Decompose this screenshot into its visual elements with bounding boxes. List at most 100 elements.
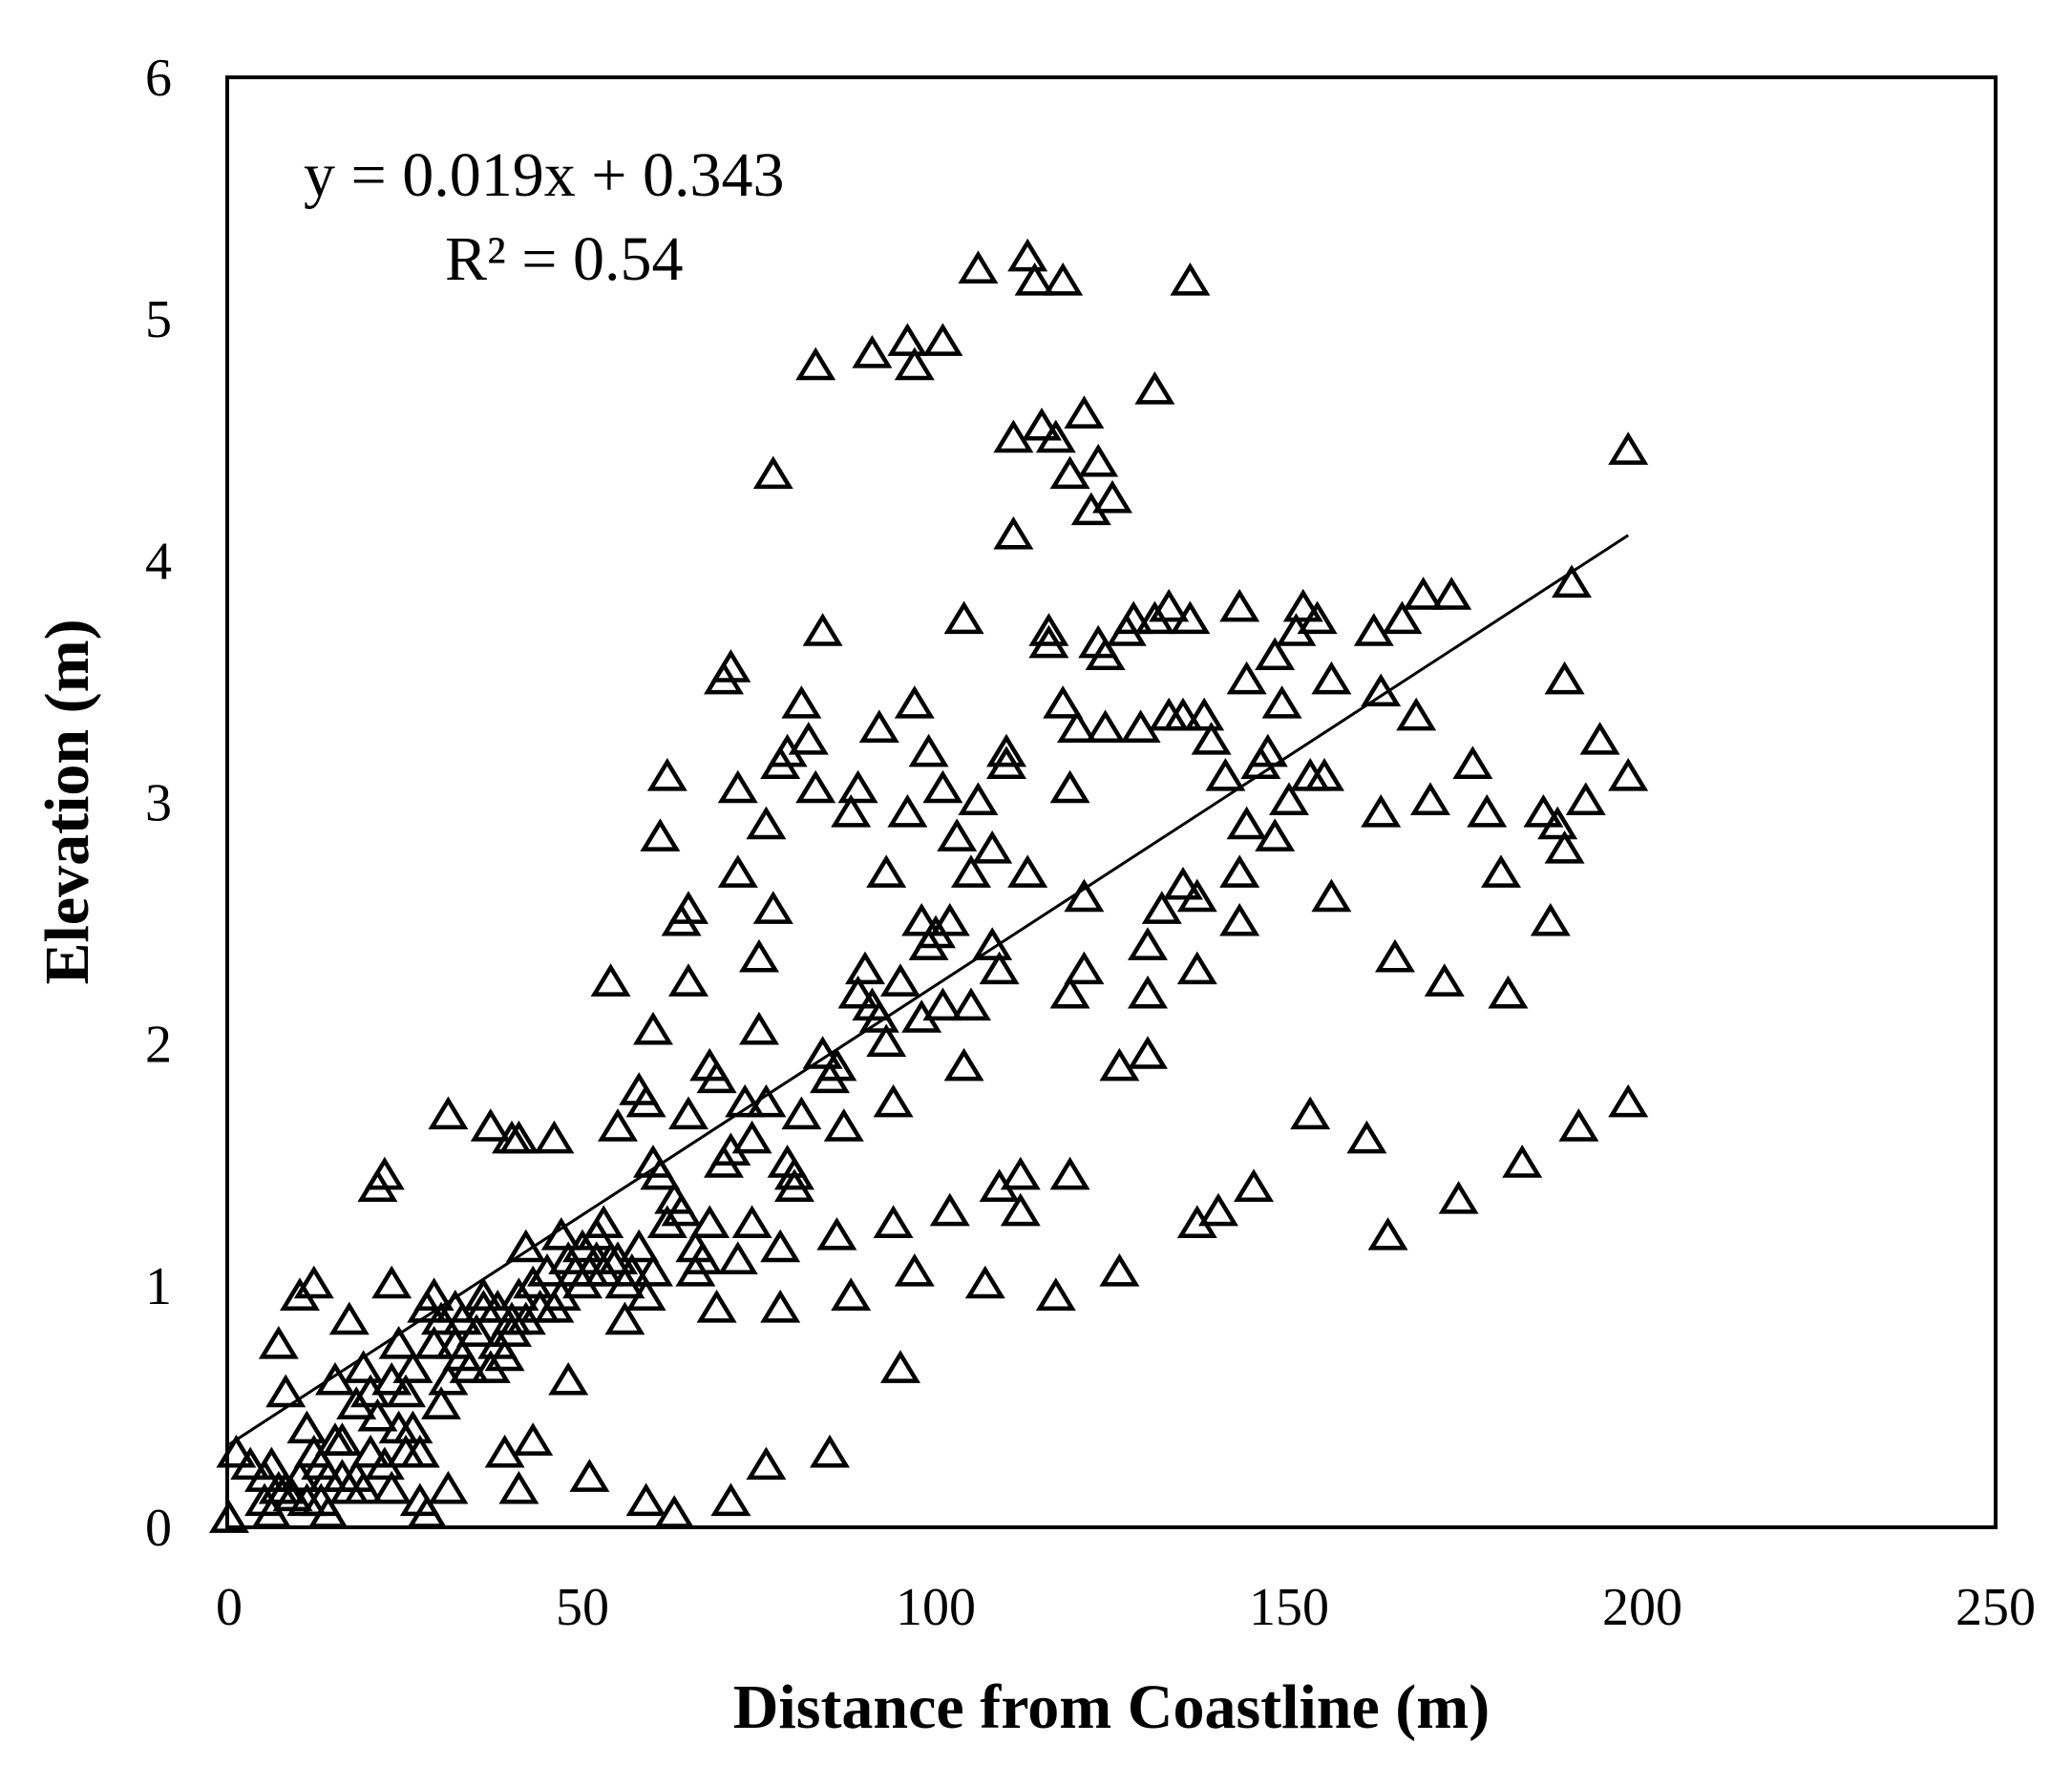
- data-point: [958, 782, 999, 815]
- data-point: [858, 999, 899, 1033]
- data-point: [929, 1192, 970, 1227]
- data-point: [456, 1313, 497, 1347]
- data-point: [1134, 370, 1175, 405]
- data-point: [1049, 769, 1090, 804]
- data-point: [1014, 263, 1055, 296]
- data-point: [1523, 794, 1564, 828]
- data-point: [1035, 419, 1076, 453]
- data-point: [1176, 951, 1217, 985]
- data-point: [696, 1290, 737, 1323]
- data-point: [908, 733, 949, 767]
- data-point: [823, 1108, 864, 1142]
- x-tick-label: 150: [1249, 1578, 1329, 1637]
- data-point: [428, 1470, 469, 1504]
- data-point: [1375, 938, 1415, 973]
- data-point: [513, 1422, 554, 1456]
- data-point: [894, 1253, 935, 1287]
- data-point: [399, 1434, 440, 1468]
- data-point: [1176, 878, 1217, 913]
- data-point: [1191, 722, 1232, 755]
- data-point: [795, 347, 836, 381]
- data-point: [1304, 758, 1344, 791]
- data-point: [802, 613, 843, 646]
- data-point: [937, 818, 978, 851]
- data-point: [640, 1156, 681, 1190]
- data-point: [1198, 1192, 1238, 1227]
- data-point: [1049, 975, 1090, 1009]
- data-point: [717, 854, 758, 888]
- data-point: [731, 1120, 772, 1154]
- data-point: [774, 1156, 814, 1190]
- data-point: [343, 1350, 384, 1383]
- data-point: [816, 1047, 857, 1082]
- data-point: [802, 1036, 843, 1069]
- x-tick-label: 0: [216, 1578, 243, 1637]
- data-point: [725, 1083, 766, 1118]
- data-point: [534, 1120, 575, 1154]
- data-point: [1219, 902, 1260, 936]
- data-point: [1099, 1047, 1140, 1082]
- data-point: [484, 1434, 525, 1468]
- data-point: [1234, 1168, 1274, 1203]
- data-point: [1502, 1145, 1543, 1178]
- data-point: [604, 1301, 645, 1335]
- x-tick-label: 100: [896, 1578, 976, 1637]
- data-point: [1092, 479, 1132, 514]
- data-point: [943, 1047, 984, 1082]
- data-point: [386, 1374, 426, 1408]
- data-point: [1552, 564, 1592, 599]
- data-point: [1028, 624, 1069, 659]
- data-point: [837, 975, 878, 1009]
- data-point: [1361, 673, 1402, 707]
- data-point: [1000, 1192, 1041, 1227]
- data-point: [640, 818, 681, 851]
- data-point: [929, 902, 970, 936]
- y-axis-title: Elevation (m): [32, 619, 102, 984]
- data-point: [866, 1023, 907, 1058]
- data-point: [1346, 1120, 1387, 1154]
- data-point: [837, 769, 878, 804]
- y-tick-label: 6: [145, 49, 172, 108]
- data-point: [1410, 782, 1450, 815]
- y-tick-label: 1: [145, 1257, 172, 1316]
- data-point: [1141, 891, 1182, 924]
- trend-line: [228, 534, 1630, 1446]
- data-point: [470, 1108, 511, 1142]
- data-point: [392, 1410, 433, 1444]
- data-point: [781, 685, 822, 719]
- data-point: [922, 987, 963, 1021]
- y-tick-label: 0: [145, 1499, 172, 1558]
- data-point: [1184, 697, 1225, 731]
- data-point: [661, 1192, 702, 1227]
- data-point: [1530, 902, 1571, 936]
- data-point: [1579, 722, 1620, 755]
- data-point: [1099, 1253, 1140, 1287]
- data-point: [1290, 1096, 1331, 1130]
- data-point: [1049, 1156, 1090, 1190]
- data-point: [449, 1350, 490, 1383]
- data-point: [1311, 661, 1352, 695]
- data-point: [498, 1120, 539, 1154]
- data-point: [293, 1265, 334, 1299]
- data-point: [717, 769, 758, 804]
- data-point: [598, 1108, 638, 1142]
- data-point: [392, 1350, 433, 1383]
- data-point: [795, 769, 836, 804]
- data-point: [1064, 878, 1105, 913]
- data-point: [1007, 238, 1048, 272]
- data-point: [307, 1495, 349, 1528]
- data-point: [668, 891, 708, 924]
- data-point: [788, 722, 829, 755]
- data-point: [251, 1495, 292, 1528]
- data-point: [1028, 613, 1069, 646]
- data-point: [731, 1205, 772, 1238]
- data-point: [1467, 794, 1508, 828]
- data-point: [901, 902, 942, 936]
- data-point: [943, 600, 984, 635]
- data-point: [880, 963, 920, 997]
- data-point: [951, 987, 991, 1021]
- data-point: [265, 1374, 307, 1408]
- data-point: [1113, 600, 1154, 635]
- data-point: [1057, 709, 1097, 743]
